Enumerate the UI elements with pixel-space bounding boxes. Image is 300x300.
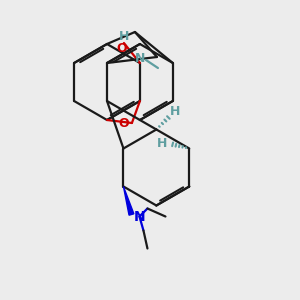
Polygon shape	[124, 187, 134, 215]
Text: H: H	[170, 105, 181, 118]
Text: N: N	[134, 209, 145, 224]
Text: O: O	[118, 116, 129, 130]
Text: H: H	[119, 29, 129, 43]
Text: N: N	[135, 52, 145, 64]
Text: H: H	[157, 137, 167, 150]
Text: O: O	[117, 41, 127, 55]
